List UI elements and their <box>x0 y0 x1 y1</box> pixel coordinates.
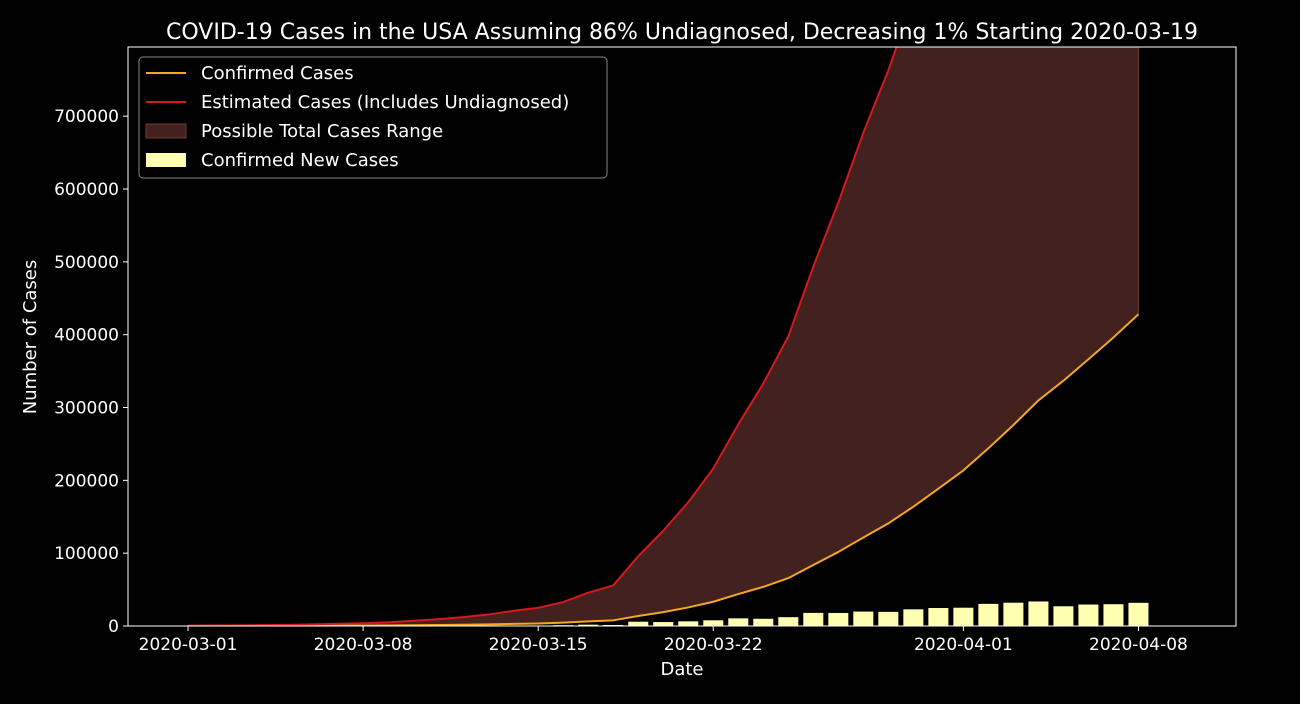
legend-label: Possible Total Cases Range <box>201 121 443 142</box>
legend-label: Confirmed New Cases <box>201 150 399 171</box>
x-tick-label: 2020-04-01 <box>914 635 1013 655</box>
new-cases-bar <box>653 622 673 626</box>
new-cases-bar <box>778 617 798 626</box>
y-tick-label: 300000 <box>54 399 119 419</box>
new-cases-bar <box>703 620 723 626</box>
new-cases-bar <box>628 622 648 626</box>
new-cases-bar <box>1003 603 1023 626</box>
new-cases-bar <box>1053 606 1073 626</box>
y-tick-label: 500000 <box>54 253 119 273</box>
new-cases-bar <box>903 609 923 626</box>
legend-swatch-bar <box>146 153 186 167</box>
new-cases-bar <box>878 612 898 626</box>
y-tick-label: 200000 <box>54 471 119 491</box>
new-cases-bar <box>953 608 973 626</box>
x-tick-label: 2020-03-22 <box>664 635 763 655</box>
new-cases-bar <box>1103 604 1123 626</box>
y-tick-label: 600000 <box>54 180 119 200</box>
new-cases-bar <box>728 618 748 626</box>
y-tick-label: 400000 <box>54 326 119 346</box>
new-cases-bar <box>753 619 773 626</box>
new-cases-bar <box>678 621 698 626</box>
new-cases-bar <box>978 604 998 626</box>
x-tick-label: 2020-03-08 <box>314 635 413 655</box>
chart-title: COVID-19 Cases in the USA Assuming 86% U… <box>166 20 1198 45</box>
x-axis-label: Date <box>660 659 703 680</box>
new-cases-bar <box>928 608 948 626</box>
legend-label: Confirmed Cases <box>201 63 354 84</box>
x-tick-label: 2020-03-01 <box>139 635 238 655</box>
new-cases-bar <box>828 613 848 626</box>
new-cases-bar <box>803 613 823 626</box>
x-tick-label: 2020-03-15 <box>489 635 588 655</box>
legend-label: Estimated Cases (Includes Undiagnosed) <box>201 92 569 113</box>
y-tick-label: 0 <box>108 617 119 637</box>
new-cases-bar <box>1078 605 1098 626</box>
new-cases-bar <box>1028 601 1048 626</box>
y-tick-label: 100000 <box>54 544 119 564</box>
new-cases-bar <box>853 612 873 626</box>
x-tick-label: 2020-04-08 <box>1089 635 1188 655</box>
new-cases-bar <box>1128 603 1148 626</box>
legend-entry: Estimated Cases (Includes Undiagnosed) <box>146 92 569 113</box>
legend-swatch-area <box>146 124 186 138</box>
y-axis-label: Number of Cases <box>20 260 41 415</box>
legend: Confirmed Cases Estimated Cases (Includes… <box>139 57 607 178</box>
y-tick-label: 700000 <box>54 107 119 127</box>
